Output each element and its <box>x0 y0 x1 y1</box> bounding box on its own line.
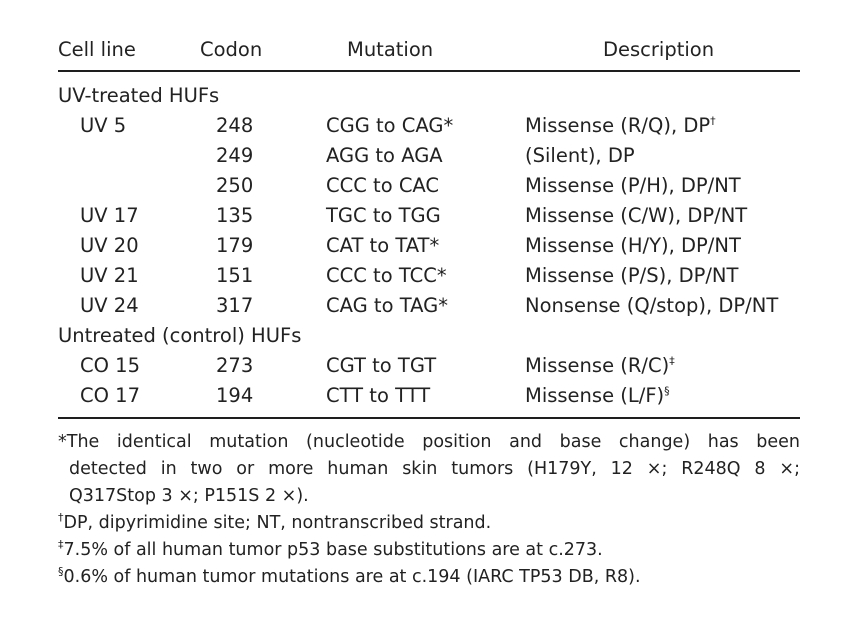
header-rule <box>58 70 800 72</box>
row-mutation: CGG to CAG* <box>326 114 454 137</box>
group-label-untreated: Untreated (control) HUFs <box>58 324 302 347</box>
row-cell-line: UV 17 <box>80 204 139 227</box>
row-codon: 151 <box>216 264 254 287</box>
row-description: Missense (P/H), DP/NT <box>525 174 741 197</box>
footnote-section: §0.6% of human tumor mutations are at c.… <box>58 565 641 587</box>
group-label-uv-treated: UV-treated HUFs <box>58 84 220 107</box>
footnote-star-line-1: *The identical mutation (nucleotide posi… <box>58 432 800 452</box>
row-description: Missense (R/Q), DP† <box>525 114 716 137</box>
footnote-star-line-2: detected in two or more human skin tumor… <box>69 459 800 479</box>
header-codon: Codon <box>200 38 263 61</box>
row-codon: 250 <box>216 174 254 197</box>
row-codon: 249 <box>216 144 254 167</box>
row-mutation: CTT to TTT <box>326 384 431 407</box>
section-mark: § <box>664 384 670 398</box>
row-mutation: CGT to TGT <box>326 354 437 377</box>
row-description: (Silent), DP <box>525 144 635 167</box>
row-description: Missense (L/F)§ <box>525 384 670 407</box>
row-codon: 194 <box>216 384 254 407</box>
section-mark: § <box>58 565 64 579</box>
header-mutation: Mutation <box>347 38 434 61</box>
row-mutation: CCC to TCC* <box>326 264 447 287</box>
row-codon: 135 <box>216 204 254 227</box>
row-cell-line: UV 20 <box>80 234 139 257</box>
footnotes: *The identical mutation (nucleotide posi… <box>58 429 800 591</box>
row-mutation: CAT to TAT* <box>326 234 440 257</box>
row-description: Missense (H/Y), DP/NT <box>525 234 741 257</box>
row-mutation: AGG to AGA <box>326 144 443 167</box>
row-cell-line: UV 5 <box>80 114 127 137</box>
row-cell-line: CO 17 <box>80 384 140 407</box>
row-cell-line: UV 21 <box>80 264 139 287</box>
row-codon: 273 <box>216 354 254 377</box>
row-description: Nonsense (Q/stop), DP/NT <box>525 294 779 317</box>
row-cell-line: CO 15 <box>80 354 140 377</box>
row-description: Missense (P/S), DP/NT <box>525 264 739 287</box>
double-dagger-mark: ‡ <box>58 538 64 552</box>
row-codon: 317 <box>216 294 254 317</box>
dagger-mark: † <box>58 511 64 525</box>
header-cell-line: Cell line <box>58 38 136 61</box>
row-mutation: CCC to CAC <box>326 174 440 197</box>
row-mutation: CAG to TAG* <box>326 294 448 317</box>
row-description: Missense (R/C)‡ <box>525 354 675 377</box>
footnote-dagger: †DP, dipyrimidine site; NT, nontranscrib… <box>58 511 492 533</box>
footnote-double-dagger: ‡7.5% of all human tumor p53 base substi… <box>58 538 603 560</box>
row-cell-line: UV 24 <box>80 294 139 317</box>
double-dagger-mark: ‡ <box>669 354 675 368</box>
row-mutation: TGC to TGG <box>326 204 441 227</box>
row-codon: 248 <box>216 114 254 137</box>
footnote-star-line-3: Q317Stop 3 ×; P151S 2 ×). <box>69 486 309 506</box>
row-description: Missense (C/W), DP/NT <box>525 204 748 227</box>
dagger-mark: † <box>710 114 716 128</box>
row-codon: 179 <box>216 234 254 257</box>
header-description: Description <box>603 38 715 61</box>
bottom-rule <box>58 417 800 419</box>
